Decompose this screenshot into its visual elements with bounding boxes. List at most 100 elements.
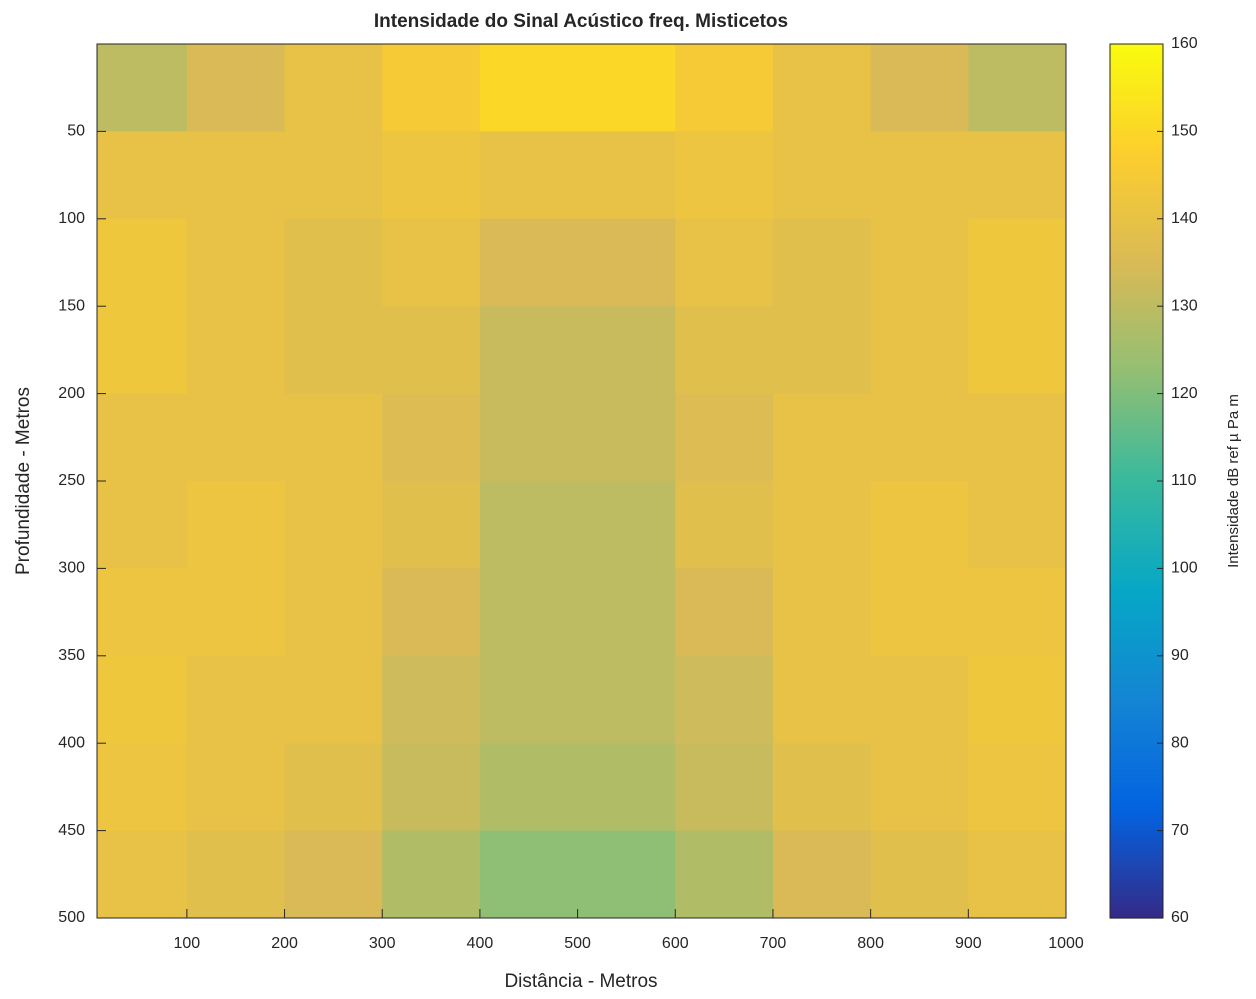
colorbar-swatch	[1110, 821, 1163, 827]
colorbar-swatch	[1110, 301, 1163, 307]
heatmap-cell	[186, 655, 286, 744]
colorbar-swatch	[1110, 279, 1163, 285]
colorbar-tick-label: 60	[1171, 909, 1189, 926]
colorbar-swatch	[1110, 603, 1163, 609]
heatmap-cell	[382, 393, 481, 482]
colorbar-swatch	[1110, 424, 1163, 430]
heatmap-cell	[675, 568, 774, 657]
colorbar-swatch	[1110, 288, 1163, 294]
colorbar-swatch	[1110, 738, 1163, 744]
colorbar-swatch	[1110, 358, 1163, 364]
colorbar-swatch	[1110, 638, 1163, 644]
heatmap-cell	[577, 481, 676, 569]
colorbar-swatch	[1110, 319, 1163, 325]
heatmap-cell	[382, 743, 481, 832]
y-tick-label: 400	[58, 734, 85, 751]
heatmap-cell	[97, 218, 188, 307]
colorbar-swatch	[1110, 135, 1163, 141]
colorbar-swatch	[1110, 284, 1163, 290]
colorbar-swatch	[1110, 481, 1163, 486]
colorbar-swatch	[1110, 297, 1163, 303]
heatmap-cell	[186, 568, 286, 657]
colorbar-swatch	[1110, 795, 1163, 801]
colorbar-swatch	[1110, 677, 1163, 683]
colorbar-swatch	[1110, 664, 1163, 670]
colorbar-swatch	[1110, 196, 1163, 202]
heatmap-cell	[479, 218, 579, 307]
colorbar-swatch	[1110, 74, 1163, 80]
heatmap-cell	[675, 481, 774, 569]
colorbar-swatch	[1110, 878, 1163, 884]
heatmap-cell	[675, 306, 774, 395]
colorbar-swatch	[1110, 415, 1163, 421]
colorbar-swatch	[1110, 144, 1163, 150]
heatmap-cell	[772, 568, 872, 657]
heatmap-cell	[968, 830, 1066, 918]
heatmap-cell	[772, 131, 872, 220]
heatmap-cell	[284, 393, 383, 482]
colorbar-swatch	[1110, 577, 1163, 583]
colorbar-swatch	[1110, 122, 1163, 128]
y-tick-label: 200	[58, 385, 85, 402]
colorbar-swatch	[1110, 555, 1163, 561]
heatmap-cell	[870, 131, 969, 220]
heatmap-cell	[870, 743, 969, 832]
heatmap-cell	[97, 306, 188, 395]
heatmap-cell	[382, 131, 481, 220]
heatmap-cell	[675, 44, 774, 132]
colorbar-swatch	[1110, 454, 1163, 460]
colorbar-swatch	[1110, 432, 1163, 438]
heatmap-cell	[772, 481, 872, 569]
heatmap-cell	[479, 44, 579, 132]
heatmap-cell	[772, 743, 872, 832]
colorbar-swatch	[1110, 57, 1163, 63]
colorbar-swatch	[1110, 909, 1163, 915]
heatmap-cell	[772, 218, 872, 307]
colorbar-swatch	[1110, 507, 1163, 513]
heatmap-cell	[675, 743, 774, 832]
colorbar-swatch	[1110, 826, 1163, 832]
colorbar-swatch	[1110, 293, 1163, 299]
colorbar-swatch	[1110, 323, 1163, 329]
heatmap-cell	[968, 743, 1066, 832]
colorbar-swatch	[1110, 865, 1163, 871]
heatmap-cell	[577, 44, 676, 132]
heatmap-cell	[284, 568, 383, 657]
colorbar-swatch	[1110, 559, 1163, 565]
heatmap-cell	[870, 568, 969, 657]
heatmap-cell	[97, 830, 188, 918]
colorbar-swatch	[1110, 428, 1163, 434]
colorbar-swatch	[1110, 148, 1163, 154]
colorbar-swatch	[1110, 843, 1163, 849]
colorbar-swatch	[1110, 118, 1163, 124]
colorbar-swatch	[1110, 869, 1163, 875]
y-tick-label: 450	[58, 822, 85, 839]
colorbar-swatch	[1110, 834, 1163, 840]
heatmap-cell	[97, 655, 188, 744]
colorbar-swatch	[1110, 105, 1163, 111]
heatmap-cell	[968, 218, 1066, 307]
x-tick-label: 900	[955, 935, 982, 952]
colorbar-swatch	[1110, 585, 1163, 591]
colorbar-swatch	[1110, 397, 1163, 403]
colorbar-swatch	[1110, 314, 1163, 320]
heatmap-cell	[772, 44, 872, 132]
colorbar-swatch	[1110, 92, 1163, 98]
heatmap-cell	[772, 830, 872, 918]
colorbar-swatch	[1110, 450, 1163, 456]
x-tick-label: 1000	[1048, 935, 1084, 952]
colorbar-swatch	[1110, 328, 1163, 334]
colorbar-swatch	[1110, 813, 1163, 819]
colorbar-swatch	[1110, 612, 1163, 618]
colorbar-tick-label: 140	[1171, 210, 1198, 227]
colorbar-swatch	[1110, 170, 1163, 176]
colorbar-swatch	[1110, 730, 1163, 736]
colorbar-tick-label: 100	[1171, 560, 1198, 577]
colorbar-swatch	[1110, 354, 1163, 360]
colorbar-swatch	[1110, 891, 1163, 897]
colorbar-swatch	[1110, 175, 1163, 181]
x-tick-label: 600	[662, 935, 689, 952]
colorbar-swatch	[1110, 564, 1163, 569]
colorbar-swatch	[1110, 804, 1163, 810]
colorbar-swatch	[1110, 485, 1163, 491]
